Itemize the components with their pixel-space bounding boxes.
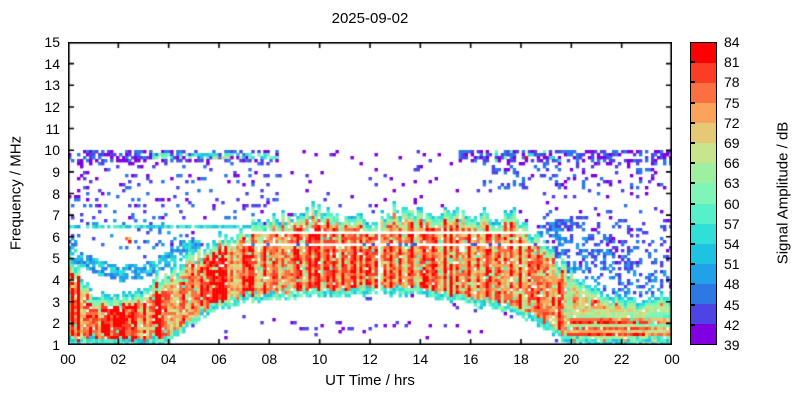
colorbar-tick-label: 63 — [724, 175, 740, 192]
colorbar-tick-label: 57 — [724, 215, 740, 232]
y-tick-label: 5 — [52, 250, 60, 267]
y-tick-label: 11 — [45, 120, 60, 137]
x-tick-label: 04 — [160, 351, 177, 367]
y-tick-label: 15 — [44, 34, 60, 50]
colorbar-tick-mark — [690, 182, 695, 185]
colorbar-tick-mark — [690, 121, 695, 124]
colorbar-tick-label: 81 — [724, 54, 740, 71]
colorbar-band — [691, 163, 716, 184]
colorbar-band — [691, 243, 716, 264]
colorbar-tick-mark — [690, 323, 695, 326]
x-tick-label: 14 — [412, 351, 429, 367]
colorbar-tick-label: 39 — [724, 337, 740, 353]
colorbar-band — [691, 83, 716, 104]
colorbar — [690, 42, 717, 345]
x-tick-label: 10 — [311, 351, 328, 367]
colorbar-tick-label: 84 — [724, 34, 740, 50]
x-tick-label: 00 — [664, 351, 680, 367]
y-tick-label: 14 — [44, 55, 60, 72]
x-axis-label: UT Time / hrs — [325, 372, 415, 389]
y-axis-label: Frequency / MHz — [7, 135, 25, 251]
x-tick-label: 08 — [261, 351, 278, 367]
y-tick-label: 13 — [44, 77, 60, 94]
colorbar-tick-label: 75 — [724, 94, 740, 111]
colorbar-tick-label: 69 — [724, 135, 740, 151]
colorbar-band — [691, 103, 716, 124]
y-tick-label: 8 — [52, 185, 60, 202]
colorbar-tick-mark — [690, 283, 695, 286]
colorbar-band — [691, 323, 716, 344]
colorbar-tick-label: 78 — [724, 74, 740, 91]
colorbar-tick-mark — [690, 162, 695, 165]
x-tick-label: 12 — [362, 351, 378, 367]
colorbar-tick-label: 51 — [724, 256, 740, 273]
colorbar-tick-mark — [690, 142, 695, 144]
chart-title: 2025-09-02 — [331, 10, 409, 27]
colorbar-tick-mark — [690, 263, 695, 266]
colorbar-tick-label: 48 — [724, 276, 740, 293]
colorbar-band — [691, 263, 716, 284]
colorbar-tick-label: 42 — [724, 316, 740, 333]
colorbar-tick-label: 60 — [724, 195, 740, 212]
plot-area — [68, 42, 672, 345]
y-tick-label: 12 — [44, 98, 60, 115]
colorbar-tick-label: 66 — [724, 155, 740, 172]
colorbar-tick-mark — [690, 222, 695, 225]
x-tick-label: 00 — [60, 351, 76, 367]
y-tick-label: 1 — [52, 337, 60, 353]
colorbar-label: Signal Amplitude / dB — [774, 121, 792, 265]
colorbar-band — [691, 143, 716, 164]
y-tick-label: 7 — [52, 207, 60, 224]
colorbar-band — [691, 43, 716, 64]
colorbar-tick-mark — [690, 101, 695, 104]
colorbar-tick-mark — [690, 243, 695, 245]
y-tick-label: 6 — [52, 228, 60, 245]
colorbar-tick-mark — [690, 81, 695, 84]
x-tick-label: 18 — [513, 351, 529, 367]
spectrogram-canvas — [68, 42, 672, 345]
colorbar-band — [691, 223, 716, 244]
colorbar-band — [691, 63, 716, 84]
y-tick-label: 4 — [52, 272, 60, 289]
colorbar-band — [691, 123, 716, 144]
colorbar-band — [691, 183, 716, 204]
x-tick-label: 22 — [613, 351, 630, 367]
colorbar-band — [691, 283, 716, 304]
colorbar-tick-label: 54 — [724, 236, 740, 252]
y-tick-label: 3 — [52, 293, 60, 310]
x-tick-label: 06 — [211, 351, 227, 367]
colorbar-tick-mark — [690, 202, 695, 205]
x-tick-label: 16 — [462, 351, 479, 367]
colorbar-band — [691, 303, 716, 324]
y-tick-label: 10 — [44, 142, 60, 159]
colorbar-tick-label: 72 — [724, 114, 740, 131]
colorbar-tick-label: 45 — [724, 296, 740, 313]
colorbar-tick-mark — [690, 61, 695, 64]
colorbar-band — [691, 203, 716, 224]
x-tick-label: 02 — [110, 351, 127, 367]
y-tick-label: 2 — [52, 315, 60, 332]
x-tick-label: 20 — [563, 351, 580, 367]
y-tick-label: 9 — [52, 163, 60, 180]
colorbar-tick-mark — [690, 303, 695, 306]
